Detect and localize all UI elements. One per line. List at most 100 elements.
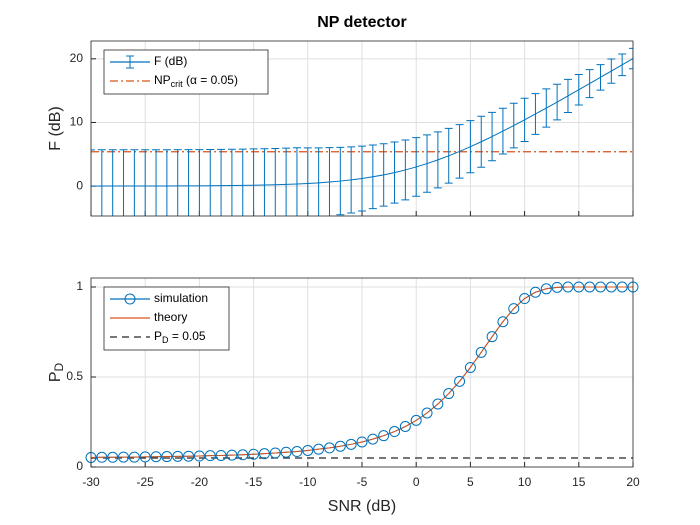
error-bar xyxy=(433,131,442,189)
marker xyxy=(183,450,195,462)
x-axis-label: SNR (dB) xyxy=(328,498,396,515)
legend-label-part: NP xyxy=(154,73,171,87)
error-bar xyxy=(574,73,583,106)
error-bar xyxy=(152,149,161,216)
error-bar xyxy=(401,139,410,201)
legend-swatch xyxy=(124,293,136,305)
marker xyxy=(551,281,563,293)
error-bar xyxy=(563,78,572,113)
x-tick-label: 20 xyxy=(626,475,640,489)
y-tick-label: 10 xyxy=(70,115,84,129)
legend-swatch xyxy=(126,55,134,69)
error-bar xyxy=(520,97,529,142)
error-bar xyxy=(531,93,540,135)
y-tick-label: 20 xyxy=(70,51,84,65)
marker xyxy=(107,451,119,463)
marker xyxy=(356,436,368,448)
y-tick-label: 0.5 xyxy=(66,369,83,383)
error-bar xyxy=(260,148,269,216)
legend-label: F (dB) xyxy=(154,54,187,68)
marker xyxy=(193,450,205,462)
error-bar xyxy=(184,149,193,216)
x-tick-label: -5 xyxy=(357,475,368,489)
error-bar xyxy=(585,69,594,99)
legend-label-part: (α = 0.05) xyxy=(183,73,238,87)
marker xyxy=(291,446,303,458)
marker xyxy=(605,281,617,293)
y-tick-label: 0 xyxy=(76,178,83,192)
marker xyxy=(128,451,140,463)
marker xyxy=(399,421,411,432)
legend-label-part: crit xyxy=(171,79,183,89)
marker xyxy=(161,451,173,463)
marker xyxy=(313,443,325,455)
error-bar xyxy=(412,137,421,197)
marker xyxy=(540,283,552,295)
marker xyxy=(432,398,444,410)
error-bar xyxy=(379,143,388,207)
marker xyxy=(594,281,606,293)
error-bar xyxy=(249,148,258,216)
error-bar xyxy=(390,141,399,204)
marker xyxy=(139,451,151,463)
error-bar xyxy=(607,58,616,84)
axes-box xyxy=(90,40,634,217)
legend-label: theory xyxy=(154,310,187,324)
marker xyxy=(497,316,509,328)
marker xyxy=(237,449,249,461)
plot-area xyxy=(91,286,633,459)
legend-box xyxy=(103,49,269,95)
y-tick-label: 1 xyxy=(76,279,83,293)
error-bar xyxy=(292,147,301,216)
error-bar xyxy=(466,120,475,174)
error-bar xyxy=(173,149,182,216)
marker xyxy=(443,388,455,400)
error-bar xyxy=(97,149,106,216)
legend-label-part: F (dB) xyxy=(154,54,187,68)
error-bar xyxy=(108,149,117,216)
error-bar xyxy=(509,102,518,149)
error-bar xyxy=(271,147,280,216)
x-tick-label: 10 xyxy=(518,475,532,489)
error-bar xyxy=(91,149,95,216)
x-tick-label: 5 xyxy=(467,475,474,489)
error-bar xyxy=(347,146,356,214)
error-bar xyxy=(455,124,464,179)
error-bar xyxy=(238,148,247,216)
marker xyxy=(334,440,346,452)
marker xyxy=(118,451,130,463)
error-bar xyxy=(130,149,139,216)
x-tick-label: -25 xyxy=(137,475,155,489)
marker xyxy=(486,331,498,343)
marker xyxy=(573,281,585,293)
marker xyxy=(226,449,238,461)
series-line xyxy=(91,286,633,458)
marker xyxy=(248,448,260,460)
error-bar xyxy=(141,149,150,216)
error-bar xyxy=(195,149,204,216)
error-bar xyxy=(596,64,605,91)
error-bar xyxy=(423,134,432,193)
marker xyxy=(172,450,184,462)
legend-label: PD = 0.05 xyxy=(154,329,206,345)
error-bar xyxy=(553,83,562,121)
error-bar xyxy=(336,146,345,216)
marker xyxy=(258,448,270,460)
marker xyxy=(421,407,433,419)
error-bar xyxy=(618,53,627,77)
error-bar xyxy=(162,149,171,216)
marker xyxy=(475,346,487,358)
marker xyxy=(323,442,335,454)
error-bar xyxy=(206,149,215,216)
marker xyxy=(96,451,108,463)
y-axis-label-part: P xyxy=(47,372,64,383)
error-bar xyxy=(282,147,291,216)
error-bar xyxy=(217,148,226,216)
error-bar xyxy=(477,115,486,168)
x-tick-label: -30 xyxy=(82,475,100,489)
marker xyxy=(378,430,390,442)
marker xyxy=(529,286,541,298)
y-axis-label: PD xyxy=(47,363,66,383)
legend-label-part: simulation xyxy=(154,291,208,305)
